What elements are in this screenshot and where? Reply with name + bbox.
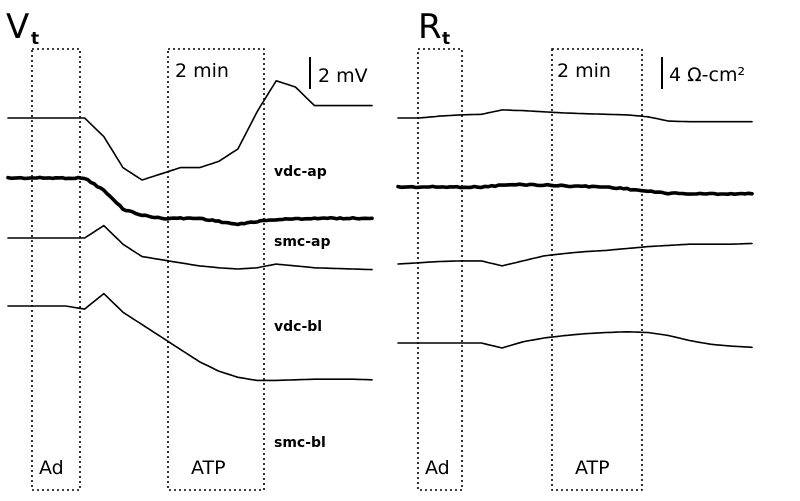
vt-traces xyxy=(6,80,374,382)
rt-atp-window xyxy=(551,48,643,491)
vt-panel: V t 2 min 2 mV Ad ATP vdc-ap smc-ap vdc-… xyxy=(6,7,374,491)
vt-series-label-vdc-ap: vdc-ap xyxy=(274,164,327,180)
rt-series-trace-1 xyxy=(397,109,753,123)
rt-amplitude-scale-label: 4 Ω-cm² xyxy=(669,64,745,86)
vt-series-label-vdc-bl: vdc-bl xyxy=(274,319,322,335)
vt-series-label-smc-ap: smc-ap xyxy=(274,234,331,250)
rt-ad-label: Ad xyxy=(425,457,450,479)
vt-ad-label: Ad xyxy=(39,457,64,479)
vt-amplitude-scale-label: 2 mV xyxy=(318,65,368,87)
rt-panel-title: R xyxy=(418,7,442,47)
vt-series-vdc-ap xyxy=(7,80,373,181)
rt-series-trace-3 xyxy=(397,242,753,267)
vt-series-smc-bl xyxy=(7,292,373,382)
vt-atp-window xyxy=(167,48,265,491)
vt-series-vdc-bl xyxy=(7,224,373,271)
rt-panel: R t 2 min 4 Ω-cm² Ad ATP xyxy=(396,7,754,491)
vt-series-label-smc-bl: smc-bl xyxy=(274,435,326,451)
vt-panel-subscript: t xyxy=(31,29,39,49)
vt-time-scale-label: 2 min xyxy=(175,60,229,82)
vt-ad-window xyxy=(31,48,81,491)
rt-panel-subscript: t xyxy=(442,29,450,49)
rt-series-trace-2 xyxy=(396,182,754,197)
vt-series-smc-ap xyxy=(6,175,374,227)
rt-series-trace-4 xyxy=(397,331,753,349)
rt-time-scale-label: 2 min xyxy=(557,60,611,82)
rt-ad-window xyxy=(417,48,463,491)
rt-atp-label: ATP xyxy=(575,457,610,479)
rt-traces xyxy=(396,109,754,349)
vt-panel-title: V xyxy=(6,7,29,47)
vt-atp-label: ATP xyxy=(191,457,226,479)
